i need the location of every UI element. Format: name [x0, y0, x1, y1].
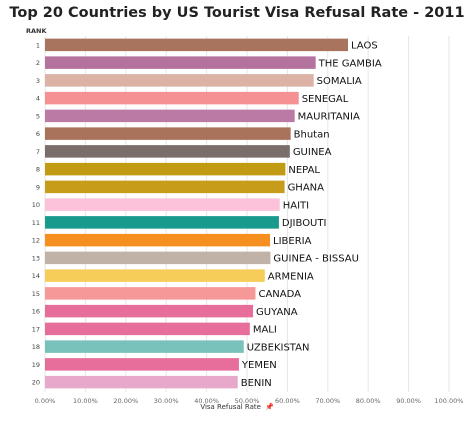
rank-label: 2	[36, 59, 40, 67]
bar-label: LIBERIA	[273, 236, 312, 247]
x-axis-title: Visa Refusal Rate 📌	[0, 403, 474, 411]
x-tick-label: 0.00%	[35, 397, 56, 405]
bar[interactable]	[45, 251, 271, 265]
x-tick-label: 50.00%	[235, 397, 260, 405]
bar-label: GHANA	[288, 183, 325, 194]
x-tick-label: 80.00%	[356, 397, 381, 405]
bar[interactable]	[45, 304, 254, 318]
rank-label: 18	[32, 343, 40, 351]
rank-label: 5	[36, 112, 40, 120]
bar[interactable]	[45, 180, 285, 194]
rank-label: 1	[36, 41, 40, 49]
rank-label: 19	[32, 361, 40, 369]
x-tick-label: 90.00%	[396, 397, 421, 405]
bar[interactable]	[45, 340, 244, 353]
bar[interactable]	[45, 358, 239, 371]
bar[interactable]	[45, 109, 295, 123]
bar[interactable]	[45, 375, 238, 389]
bar-label: MALI	[253, 325, 277, 336]
x-tick-label: 60.00%	[275, 397, 300, 405]
bar[interactable]	[45, 233, 271, 247]
bar-label: SENEGAL	[302, 94, 349, 105]
bar-label: DJIBOUTI	[282, 218, 327, 229]
rank-label: 7	[36, 148, 40, 156]
bar[interactable]	[45, 127, 291, 140]
x-axis-label: Visa Refusal Rate	[200, 403, 261, 411]
bar-label: GUINEA	[293, 147, 332, 158]
bar[interactable]	[45, 216, 279, 229]
bars	[45, 38, 348, 389]
bar-labels: LAOS THE GAMBIA SOMALIA SENEGAL MAURITANIA Bh…	[241, 41, 382, 389]
rank-label: 13	[32, 254, 40, 262]
bar-label: LAOS	[351, 41, 378, 52]
rank-label: 11	[32, 219, 40, 227]
bar-label: HAITI	[283, 200, 309, 211]
rank-label: 4	[36, 95, 40, 103]
chart-title: Top 20 Countries by US Tourist Visa Refu…	[9, 5, 465, 21]
bar-label: GUYANA	[256, 307, 298, 318]
rank-label: 6	[36, 130, 40, 138]
x-tick-label: 10.00%	[73, 397, 98, 405]
x-tick-label: 40.00%	[194, 397, 219, 405]
rank-label: 17	[32, 325, 40, 333]
bar-label: SOMALIA	[317, 76, 362, 87]
x-tick-labels: 0.00% 10.00% 20.00% 30.00% 40.00% 50.00% 60.00…	[35, 397, 464, 405]
bar-label: THE GAMBIA	[318, 58, 382, 69]
bar[interactable]	[45, 145, 290, 158]
bar[interactable]	[45, 287, 256, 300]
bar-label: Bhutan	[294, 129, 330, 140]
bar[interactable]	[45, 91, 299, 105]
rank-label: 3	[36, 77, 40, 85]
x-tick-label: 20.00%	[113, 397, 138, 405]
pin-icon[interactable]: 📌	[264, 403, 274, 411]
rank-label: 16	[32, 308, 40, 316]
gridlines	[44, 36, 450, 392]
bar[interactable]	[45, 322, 250, 336]
bar-label: BENIN	[241, 378, 272, 389]
rank-label: 15	[32, 290, 40, 298]
rank-label: 12	[32, 237, 40, 245]
bar[interactable]	[45, 162, 286, 176]
bar[interactable]	[45, 269, 265, 282]
bar-label: YEMEN	[241, 360, 277, 371]
bar-label: NEPAL	[288, 165, 320, 176]
bar[interactable]	[45, 56, 316, 69]
rank-label: 14	[32, 272, 40, 280]
rank-label: 9	[36, 183, 40, 191]
bar[interactable]	[45, 38, 348, 52]
bar-label: MAURITANIA	[298, 112, 360, 123]
bar-label: ARMENIA	[268, 271, 314, 282]
bar[interactable]	[45, 74, 314, 87]
rank-label: 10	[32, 201, 40, 209]
x-tick-label: 30.00%	[154, 397, 179, 405]
x-tick-label: 70.00%	[315, 397, 340, 405]
bar-label: CANADA	[258, 289, 301, 300]
rank-header: RANK	[26, 27, 47, 35]
bar[interactable]	[45, 198, 280, 211]
x-tick-label: 100.00%	[435, 397, 464, 405]
bar-label: UZBEKISTAN	[247, 342, 310, 353]
bar-label: GUINEA - BISSAU	[273, 254, 358, 265]
rank-label: 20	[32, 379, 40, 387]
rank-label: 8	[36, 166, 40, 174]
